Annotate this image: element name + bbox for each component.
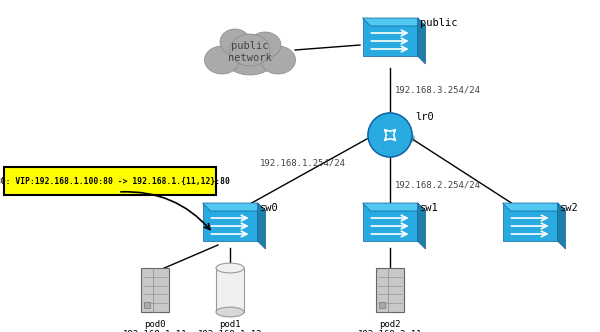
Ellipse shape [205,46,239,74]
Ellipse shape [230,34,270,66]
Text: lr0: lr0 [415,112,434,122]
Polygon shape [362,203,425,211]
Text: 192.168.1.254/24: 192.168.1.254/24 [260,158,346,168]
Polygon shape [418,18,425,64]
Ellipse shape [371,129,415,147]
FancyBboxPatch shape [4,167,216,195]
Text: 192.168.1.11: 192.168.1.11 [123,330,187,332]
Ellipse shape [216,307,244,317]
Ellipse shape [260,46,296,74]
Text: public: public [420,18,458,28]
Text: sw0: sw0 [260,203,279,213]
Polygon shape [557,203,566,249]
Polygon shape [203,203,257,241]
Polygon shape [418,203,425,249]
Text: 192.168.2.254/24: 192.168.2.254/24 [395,181,481,190]
Polygon shape [362,18,425,26]
Text: 192.168.3.254/24: 192.168.3.254/24 [395,86,481,95]
Polygon shape [362,18,418,56]
Ellipse shape [220,29,250,55]
Bar [144,302,150,308]
Text: pod1: pod1 [219,320,241,329]
Text: LB0: VIP:192.168.1.100:80 -> 192.168.1.{11,12}:80: LB0: VIP:192.168.1.100:80 -> 192.168.1.{… [0,177,229,186]
Ellipse shape [216,263,244,273]
Bar [379,302,385,308]
Circle shape [368,113,412,157]
Text: 192.168.2.11: 192.168.2.11 [358,330,422,332]
Text: public
network: public network [228,41,272,63]
Bar [216,268,244,312]
Text: pod0: pod0 [144,320,166,329]
Ellipse shape [223,35,277,75]
Polygon shape [503,203,557,241]
Polygon shape [257,203,265,249]
Ellipse shape [249,32,281,58]
Polygon shape [503,203,566,211]
Text: sw1: sw1 [420,203,439,213]
Polygon shape [203,203,265,211]
Text: pod2: pod2 [379,320,401,329]
Polygon shape [362,203,418,241]
Text: 192.168.1.12: 192.168.1.12 [198,330,262,332]
Bar [141,268,169,312]
Bar [376,268,404,312]
Text: sw2: sw2 [560,203,579,213]
